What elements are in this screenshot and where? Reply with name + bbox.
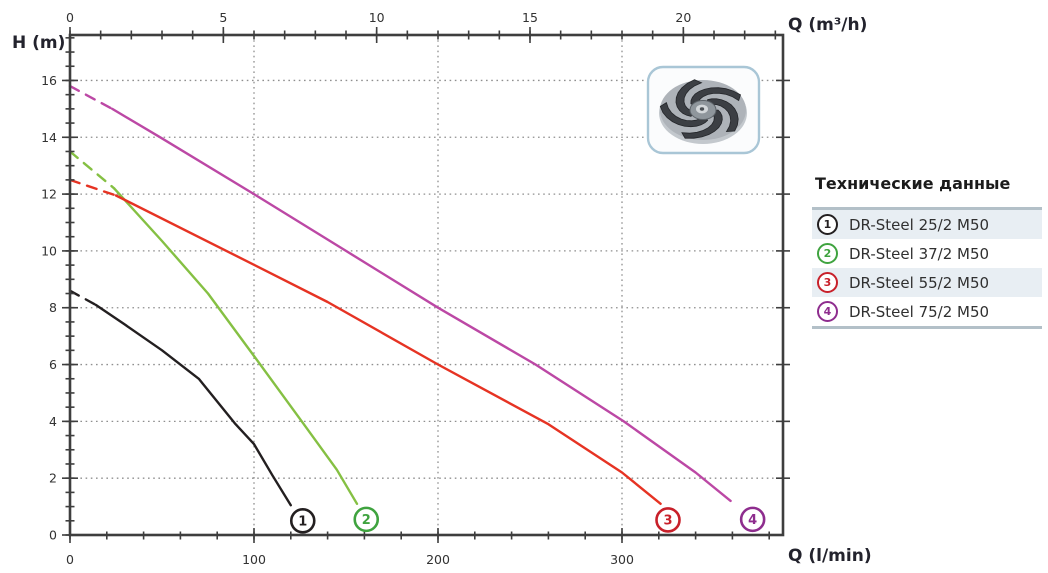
legend-row-1: 1 DR-Steel 25/2 M50 bbox=[812, 210, 1042, 239]
curve-4-dashed bbox=[68, 84, 114, 111]
curve-markers: 1 2 3 4 bbox=[289, 506, 766, 534]
legend-title: Технические данные bbox=[815, 174, 1011, 193]
y-tick-label: 0 bbox=[49, 528, 57, 543]
curve-marker-circle-1 bbox=[289, 507, 316, 534]
impeller-blade bbox=[681, 109, 723, 139]
curve-2 bbox=[112, 187, 359, 505]
curve-3 bbox=[114, 194, 662, 505]
pump-curves bbox=[68, 84, 732, 507]
impeller-hub-bolt bbox=[699, 107, 705, 111]
y-tick-label: 14 bbox=[41, 130, 57, 145]
y-axis-title: H (m) bbox=[12, 33, 65, 53]
x-top-axis-title: Q (m³/h) bbox=[788, 15, 867, 35]
y-tick-label: 12 bbox=[41, 187, 57, 202]
legend-row-2: 2 DR-Steel 37/2 M50 bbox=[812, 239, 1042, 268]
y-tick-label: 16 bbox=[41, 73, 57, 88]
technical-data-panel: Технические данные 1 DR-Steel 25/2 M50 2 DR… bbox=[812, 172, 1042, 329]
legend-row-4: 4 DR-Steel 75/2 M50 bbox=[812, 297, 1042, 326]
curve-marker-number-4: 4 bbox=[748, 513, 757, 528]
curve-1 bbox=[94, 303, 292, 507]
impeller-blade bbox=[659, 101, 709, 128]
curve-marker-number-2: 2 bbox=[362, 513, 371, 528]
y-tick-label: 2 bbox=[49, 471, 57, 486]
curve-marker-number-3: 3 bbox=[663, 514, 672, 529]
x-top-tick-label: 0 bbox=[66, 10, 74, 25]
y-tick-label: 8 bbox=[49, 300, 57, 315]
series-label-1: DR-Steel 25/2 M50 bbox=[849, 215, 990, 234]
impeller-image bbox=[646, 65, 761, 155]
curve-marker-circle-4 bbox=[739, 506, 766, 533]
legend-row-3: 3 DR-Steel 55/2 M50 bbox=[812, 268, 1042, 297]
y-tick-label: 6 bbox=[49, 357, 57, 372]
curve-2-dashed bbox=[68, 150, 116, 190]
y-tick-label: 4 bbox=[49, 414, 57, 429]
impeller-blade bbox=[690, 87, 741, 108]
curve-4 bbox=[111, 107, 732, 503]
series-label-2: DR-Steel 37/2 M50 bbox=[849, 244, 990, 263]
x-bottom-tick-label: 0 bbox=[66, 552, 74, 567]
x-top-tick-label: 5 bbox=[219, 10, 227, 25]
series-label-3: DR-Steel 55/2 M50 bbox=[849, 273, 990, 292]
series-label-4: DR-Steel 75/2 M50 bbox=[849, 302, 990, 321]
series-number-badge-2: 2 bbox=[817, 243, 838, 264]
curve-marker-circle-2 bbox=[353, 506, 380, 533]
legend-table: 1 DR-Steel 25/2 M50 2 DR-Steel 37/2 M50 3 DR-… bbox=[812, 207, 1042, 329]
curve-3-dashed bbox=[68, 178, 118, 197]
impeller-blade bbox=[675, 79, 703, 117]
curve-marker-circle-3 bbox=[655, 507, 681, 533]
x-bottom-tick-label: 200 bbox=[426, 552, 450, 567]
series-number-badge-3: 3 bbox=[817, 272, 838, 293]
x-bottom-axis-title: Q (l/min) bbox=[788, 546, 872, 566]
x-bottom-tick-label: 100 bbox=[242, 552, 266, 567]
x-top-tick-label: 20 bbox=[675, 10, 691, 25]
x-top-tick-label: 15 bbox=[522, 10, 538, 25]
impeller-blade bbox=[705, 98, 739, 132]
x-top-tick-label: 10 bbox=[369, 10, 385, 25]
series-number-badge-1: 1 bbox=[817, 214, 838, 235]
series-number-badge-4: 4 bbox=[817, 301, 838, 322]
y-tick-label: 10 bbox=[41, 243, 57, 258]
x-bottom-tick-label: 300 bbox=[610, 552, 634, 567]
plot-border bbox=[68, 33, 785, 537]
curve-marker-number-1: 1 bbox=[298, 515, 307, 530]
